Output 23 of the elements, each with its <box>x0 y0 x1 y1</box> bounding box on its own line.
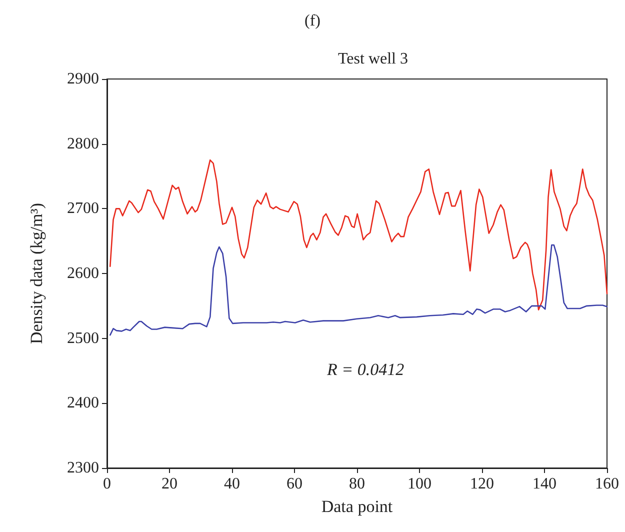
chart-subtitle: Test well 3 <box>338 50 408 68</box>
y-tick-label: 2800 <box>67 135 99 152</box>
x-tick-label: 80 <box>349 476 365 492</box>
x-tick-label: 0 <box>103 476 111 492</box>
line-series <box>109 244 608 336</box>
x-tick-label: 20 <box>162 476 178 492</box>
x-tick-label: 60 <box>286 476 302 492</box>
y-tick-label: 2600 <box>67 265 99 282</box>
x-tick-label: 40 <box>224 476 240 492</box>
x-axis-title: Data point <box>321 497 393 516</box>
y-tick-label: 2500 <box>67 330 99 347</box>
y-tick-label: 2900 <box>67 70 99 88</box>
y-tick-label: 2400 <box>67 394 99 412</box>
x-tick-label: 140 <box>532 476 556 492</box>
line-series <box>109 159 608 310</box>
y-tick-label: 2300 <box>67 460 99 476</box>
y-tick-label: 2700 <box>67 200 99 218</box>
chart-title: (f) <box>304 12 320 30</box>
annotation: R = 0.0412 <box>326 360 405 379</box>
x-tick-label: 120 <box>470 476 494 492</box>
y-axis-title: Density data (kg/m³) <box>27 202 46 344</box>
x-tick-label: 160 <box>595 476 619 492</box>
x-tick-label: 100 <box>408 476 432 492</box>
